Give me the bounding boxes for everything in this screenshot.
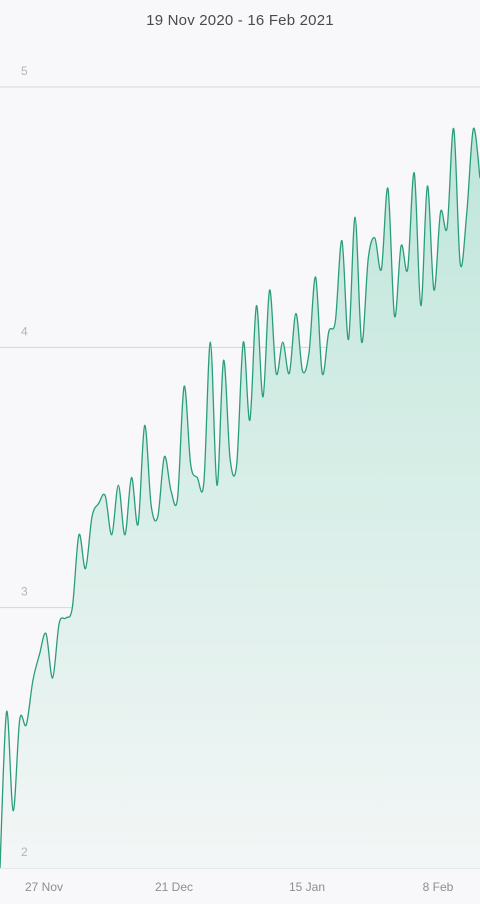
y-tick-label: 5: [21, 64, 28, 78]
x-tick-label: 8 Feb: [423, 880, 454, 894]
area-layer: [0, 127, 480, 869]
y-tick-label: 2: [21, 845, 28, 859]
series-area-fill: [0, 128, 480, 868]
y-tick-label: 4: [21, 324, 28, 338]
date-range-label: 19 Nov 2020 - 16 Feb 2021: [146, 12, 334, 29]
x-tick-label: 21 Dec: [155, 880, 193, 894]
y-tick-label: 3: [21, 585, 28, 599]
x-tick-label: 27 Nov: [25, 880, 63, 894]
series-line: [0, 127, 480, 869]
label-layer: 2 3 4 5 27 Nov 21 Dec 15 Jan 8 Feb: [21, 64, 454, 894]
x-tick-label: 15 Jan: [289, 880, 325, 894]
